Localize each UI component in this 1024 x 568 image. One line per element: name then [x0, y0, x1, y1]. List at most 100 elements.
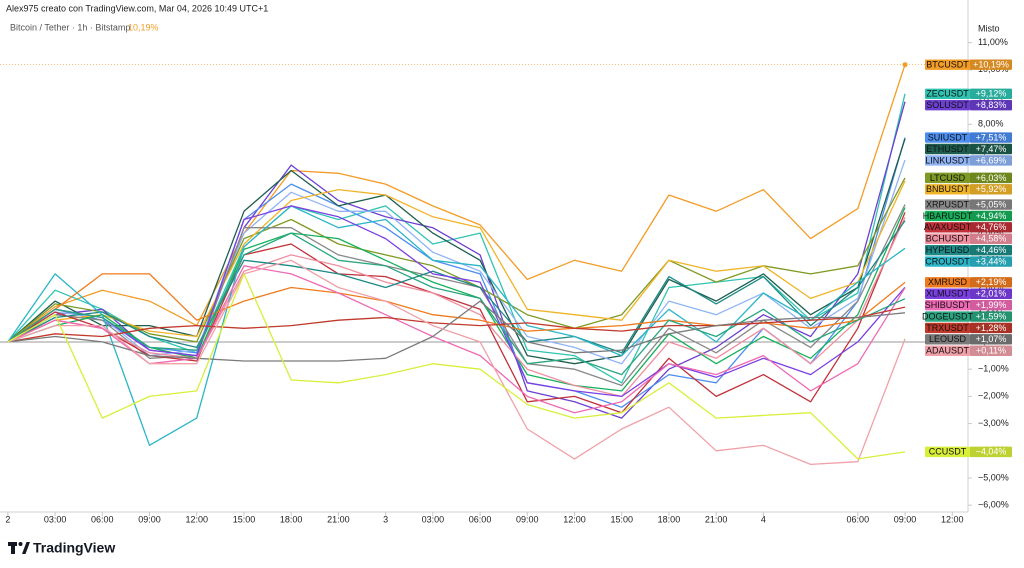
- badge-name-bg: [925, 322, 970, 334]
- badge-value-shade: [970, 59, 1012, 70]
- badge-value: +5,92%: [976, 184, 1007, 194]
- badge-name-bg: [925, 334, 970, 345]
- badge-name: BTCUSDT: [926, 60, 969, 70]
- badge: AVAXUSDT +4,76%: [924, 222, 1012, 233]
- badge-name: CROUSDT: [925, 256, 970, 266]
- badge-value-bg: [970, 59, 1012, 70]
- badge-value: +4,58%: [976, 234, 1007, 244]
- y-tick-label: −5,00%: [978, 472, 1009, 482]
- badge-name: LEOUSD: [929, 334, 967, 344]
- badge-value-shade: [970, 184, 1012, 195]
- badge-name: XRPUSDT: [926, 199, 970, 209]
- badge: TRXUSDT +1,28%: [925, 322, 1012, 334]
- badge-value-shade: [970, 233, 1012, 244]
- badge-value-bg: [970, 277, 1012, 288]
- badge-value-shade: [970, 277, 1012, 288]
- badge-name: LTCUSD: [930, 173, 966, 183]
- badge-value-shade: [970, 199, 1012, 210]
- x-tick-label: 4: [761, 514, 766, 524]
- badge-name-bg: [925, 210, 970, 222]
- badge-name-bg: [925, 184, 970, 195]
- badge: XRPUSDT +5,05%: [925, 199, 1012, 210]
- badge-value-bg: [970, 288, 1012, 299]
- x-tick-label: 06:00: [91, 514, 114, 524]
- badge-value: +4,94%: [976, 211, 1007, 221]
- x-tick-label: 3: [383, 514, 388, 524]
- series-line: [7, 177, 906, 343]
- badge-value-shade: [970, 345, 1012, 356]
- badge-value-shade: [970, 322, 1012, 334]
- last-value-dot: [902, 62, 908, 68]
- badge-value-bg: [970, 244, 1012, 256]
- scale-mode: Misto: [978, 23, 1000, 33]
- badge-value-bg: [970, 299, 1012, 311]
- badge-name-bg: [925, 172, 970, 184]
- badge-name: XMRUSD: [928, 277, 968, 287]
- series-line: [7, 300, 906, 362]
- series-line: [7, 205, 906, 398]
- badge: LINKUSDT +6,69%: [925, 155, 1012, 166]
- badge-name-bg: [925, 256, 970, 267]
- series-line: [7, 265, 906, 414]
- series-line: [7, 180, 906, 343]
- badge-value: +1,28%: [976, 323, 1007, 333]
- x-tick-label: 18:00: [280, 514, 303, 524]
- badge-name-bg: [925, 100, 970, 111]
- logo-text: TradingView: [33, 540, 115, 556]
- badge-name-bg: [925, 59, 970, 70]
- badge-value-shade: [970, 100, 1012, 111]
- badge-name: LINKUSDT: [925, 155, 970, 165]
- badge-name: XLMUSDT: [926, 289, 970, 299]
- badge-name-bg: [925, 88, 970, 100]
- badge-value: +2,01%: [976, 289, 1007, 299]
- badge: DOGEUSDT +1,59%: [922, 311, 1012, 322]
- badge-value: +4,46%: [976, 245, 1007, 255]
- series-line: [7, 159, 906, 365]
- badge-value-bg: [970, 172, 1012, 184]
- badge-name: BNBUSDT: [926, 184, 970, 194]
- badge-name-bg: [925, 199, 970, 210]
- badge-value-bg: [970, 155, 1012, 166]
- x-tick-label: 21:00: [327, 514, 350, 524]
- badge-value-bg: [970, 199, 1012, 210]
- x-tick-label: 21:00: [705, 514, 728, 524]
- badge: BNBUSDT +5,92%: [925, 184, 1012, 195]
- badge-value-bg: [970, 88, 1012, 100]
- badge-value: +1,99%: [976, 300, 1007, 310]
- y-tick-label: 8,00%: [978, 119, 1004, 129]
- badge-name-bg: [925, 132, 970, 143]
- badge: XLMUSDT +2,01%: [925, 288, 1012, 299]
- series-line: [7, 93, 906, 384]
- badge-value: +5,05%: [976, 199, 1007, 209]
- badge: ZECUSDT +9,12%: [925, 88, 1012, 100]
- badge: HYPEUSD +4,46%: [925, 244, 1012, 256]
- badge-name-bg: [925, 288, 970, 299]
- x-tick-label: 09:00: [516, 514, 539, 524]
- series-line: [7, 259, 906, 466]
- x-tick-label: 09:00: [894, 514, 917, 524]
- badge-name-bg: [925, 446, 970, 458]
- badge-value: +1,07%: [976, 334, 1007, 344]
- badge-name: ZECUSDT: [926, 89, 969, 99]
- badge: LTCUSD +6,03%: [925, 172, 1012, 184]
- badge-value-bg: [970, 256, 1012, 267]
- badge-value-shade: [970, 155, 1012, 166]
- series-line: [7, 205, 906, 446]
- badge-value: +2,19%: [976, 277, 1007, 287]
- badge-value: +9,12%: [976, 89, 1007, 99]
- badge: SUIUSDT +7,51%: [925, 132, 1012, 143]
- badge-value-shade: [970, 299, 1012, 311]
- x-tick-label: 06:00: [469, 514, 492, 524]
- y-tick-label: −3,00%: [978, 418, 1009, 428]
- badge-value-shade: [970, 288, 1012, 299]
- badge-value-shade: [970, 172, 1012, 184]
- series-line: [7, 220, 906, 354]
- series-line: [7, 273, 906, 460]
- badge-name: SOLUSDT: [926, 100, 969, 110]
- badge-value: +7,47%: [976, 144, 1007, 154]
- badge-name-bg: [925, 277, 970, 288]
- badge: ETHUSDT +7,47%: [925, 143, 1012, 155]
- y-tick-label: 11,00%: [978, 37, 1008, 47]
- series-line: [7, 204, 906, 387]
- badge-value: +4,76%: [976, 222, 1007, 232]
